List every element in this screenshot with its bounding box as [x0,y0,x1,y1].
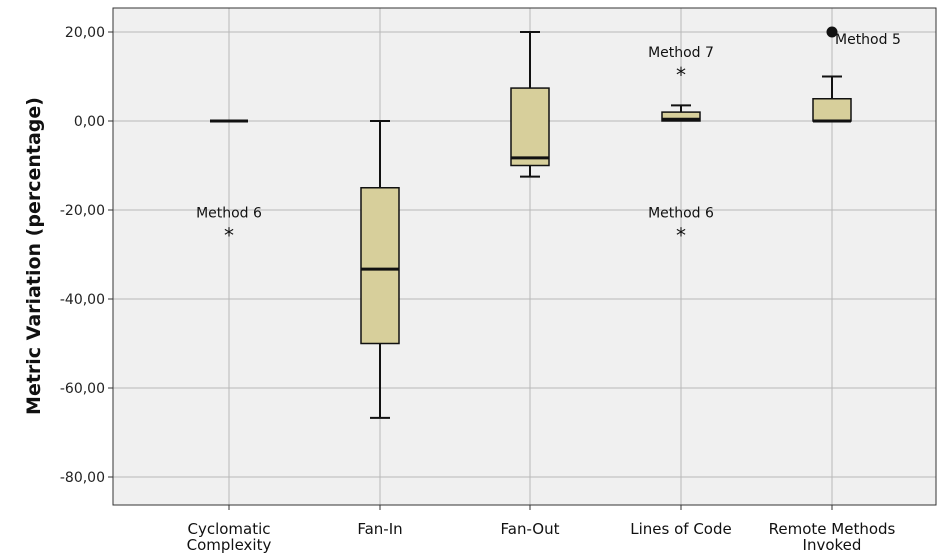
outlier-star: * [676,223,686,247]
plot-background [113,8,936,505]
y-tick-label: -80,00 [60,470,105,486]
y-tick-label: -60,00 [60,381,105,397]
box [661,111,701,122]
outlier-dot [826,26,838,38]
box [360,187,400,345]
y-tick-label: -40,00 [60,292,105,308]
x-tick-label: Remote Methods [769,520,896,538]
outlier-label: Method 5 [835,32,901,48]
boxes [210,31,852,419]
x-tick-label: Fan-Out [501,520,560,538]
y-tick-label: -20,00 [60,203,105,219]
y-tick-label: 20,00 [65,25,105,41]
y-tick-labels: 20,00 0,00 -20,00 -40,00 -60,00 -80,00 [60,25,105,486]
outlier-label: Method 6 [196,205,262,221]
outlier-label: Method 6 [648,205,714,221]
x-tick-label: Lines of Code [630,520,731,538]
x-tick-label: Fan-In [357,520,402,538]
outliers: * Method 6 * Method 7 * Method 6 Method 5 [196,26,901,247]
plot-frame [112,7,937,506]
y-tick-label: 0,00 [74,114,105,130]
x-tick-label: Cyclomatic [187,520,270,538]
outlier-star: * [224,223,234,247]
axes [108,7,937,510]
outlier-label: Method 7 [648,45,714,61]
box [812,98,852,122]
box [510,87,550,167]
outlier-star: * [676,63,686,87]
x-tick-label: Complexity [187,536,272,554]
x-tick-label: Invoked [803,536,862,554]
y-axis-label: Metric Variation (percentage) [23,97,45,415]
